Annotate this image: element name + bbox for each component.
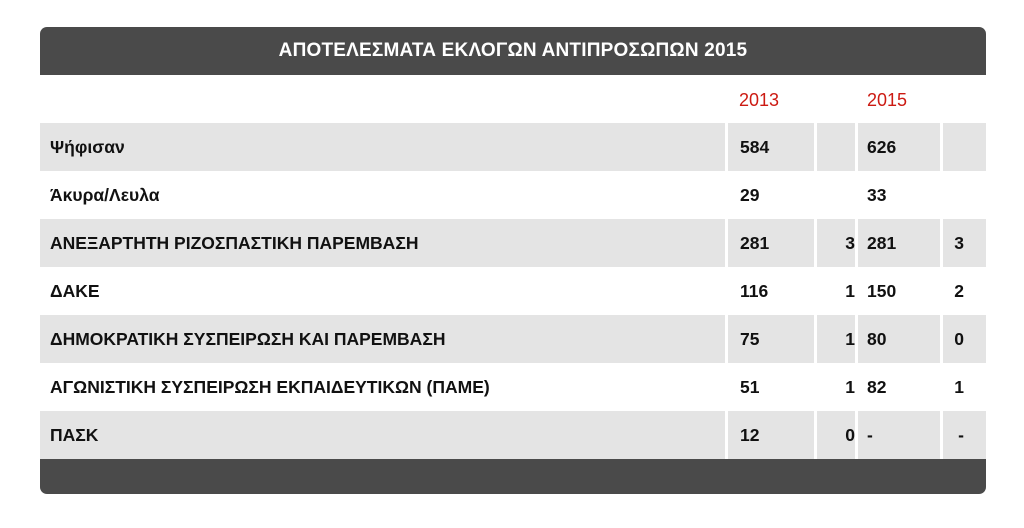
votes-2013-cell: 75: [728, 315, 814, 363]
seats-2013-cell: 1: [845, 376, 855, 397]
votes-2015-cell: 82: [867, 376, 887, 397]
table-row: ΑΓΩΝΙΣΤΙΚΗ ΣΥΣΠΕΙΡΩΣΗ ΕΚΠΑΙΔΕΥΤΙΚΩΝ (ΠΑΜ…: [40, 363, 986, 411]
seats-2015-cell: 0: [943, 315, 986, 363]
table-row: ΔΗΜΟΚΡΑΤΙΚΗ ΣΥΣΠΕΙΡΩΣΗ ΚΑΙ ΠΑΡΕΜΒΑΣΗ 75 1 8…: [40, 315, 986, 363]
votes-2015-cell: 150: [867, 280, 897, 301]
votes-2013-cell: 584: [728, 123, 814, 171]
votes-2013-cell: 116: [740, 280, 769, 301]
row-label: Ψήφισαν: [40, 123, 725, 171]
results-table-card: ΑΠΟΤΕΛΕΣΜΑΤΑ ΕΚΛΟΓΩΝ ΑΝΤΙΠΡΟΣΩΠΩΝ 2015 2…: [40, 27, 986, 494]
seats-2013-cell: 0: [817, 411, 855, 459]
votes-2013-cell: 29: [740, 184, 760, 205]
votes-2013-cell: 51: [740, 376, 760, 397]
row-label: ΑΓΩΝΙΣΤΙΚΗ ΣΥΣΠΕΙΡΩΣΗ ΕΚΠΑΙΔΕΥΤΙΚΩΝ (ΠΑΜ…: [50, 376, 490, 397]
seats-2013-cell: [817, 123, 855, 171]
votes-2015-cell: 281: [858, 219, 940, 267]
results-rows: Ψήφισαν 584 626 Άκυρα/Λευλα 29 33 ΑΝΕΞΑΡΤΗΤΗ Ρ…: [40, 123, 986, 459]
row-label: ΔΑΚΕ: [50, 280, 100, 301]
row-label: ΔΗΜΟΚΡΑΤΙΚΗ ΣΥΣΠΕΙΡΩΣΗ ΚΑΙ ΠΑΡΕΜΒΑΣΗ: [40, 315, 725, 363]
votes-2013-cell: 12: [728, 411, 814, 459]
row-label: Άκυρα/Λευλα: [50, 184, 160, 205]
seats-2015-cell: -: [943, 411, 986, 459]
year-2013-label: 2013: [739, 90, 780, 110]
table-row: ΑΝΕΞΑΡΤΗΤΗ ΡΙΖΟΣΠΑΣΤΙΚΗ ΠΑΡΕΜΒΑΣΗ 281 3 281…: [40, 219, 986, 267]
table-row: ΔΑΚΕ 116 1 150 2: [40, 267, 986, 315]
table-row: Ψήφισαν 584 626: [40, 123, 986, 171]
seats-2013-cell: [817, 171, 855, 219]
votes-2015-cell: 33: [867, 184, 887, 205]
votes-2015-cell: -: [858, 411, 940, 459]
year-2015-label: 2015: [867, 90, 908, 110]
votes-2015-cell: 626: [858, 123, 940, 171]
year-header-row: 2013 2015: [40, 75, 986, 123]
row-label: ΑΝΕΞΑΡΤΗΤΗ ΡΙΖΟΣΠΑΣΤΙΚΗ ΠΑΡΕΜΒΑΣΗ: [40, 219, 725, 267]
votes-2015-cell: 80: [858, 315, 940, 363]
table-row: ΠΑΣΚ 12 0- -: [40, 411, 986, 459]
seats-2015-cell: [943, 171, 986, 219]
seats-2015-cell: 3: [943, 219, 986, 267]
votes-2013-cell: 281: [728, 219, 814, 267]
seats-2013-cell: 3: [817, 219, 855, 267]
seats-2015-cell: 1: [954, 376, 964, 397]
table-footer-bar: [40, 459, 986, 494]
seats-2015-cell: 2: [954, 280, 964, 301]
seats-2013-cell: 1: [817, 315, 855, 363]
row-label: ΠΑΣΚ: [40, 411, 725, 459]
table-title: ΑΠΟΤΕΛΕΣΜΑΤΑ ΕΚΛΟΓΩΝ ΑΝΤΙΠΡΟΣΩΠΩΝ 2015: [40, 27, 986, 75]
table-row: Άκυρα/Λευλα 29 33: [40, 171, 986, 219]
seats-2013-cell: 1: [845, 280, 855, 301]
seats-2015-cell: [943, 123, 986, 171]
